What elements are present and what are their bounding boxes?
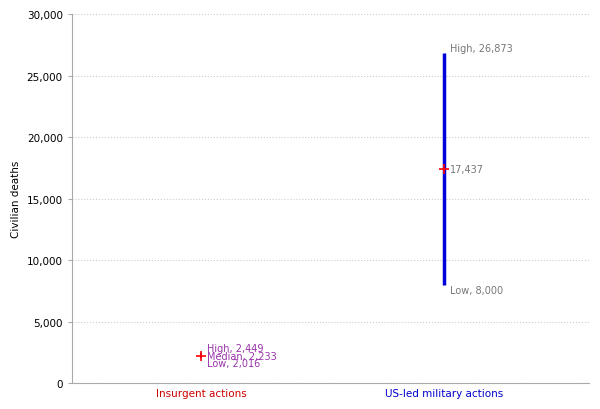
Text: High, 26,873: High, 26,873 <box>451 43 513 54</box>
Y-axis label: Civilian deaths: Civilian deaths <box>11 160 21 238</box>
Text: Low, 2,016: Low, 2,016 <box>207 358 260 369</box>
Text: High, 2,449: High, 2,449 <box>207 343 264 353</box>
Text: 17,437: 17,437 <box>451 164 484 174</box>
Text: Low, 8,000: Low, 8,000 <box>451 285 503 295</box>
Text: Median, 2,233: Median, 2,233 <box>207 351 277 361</box>
